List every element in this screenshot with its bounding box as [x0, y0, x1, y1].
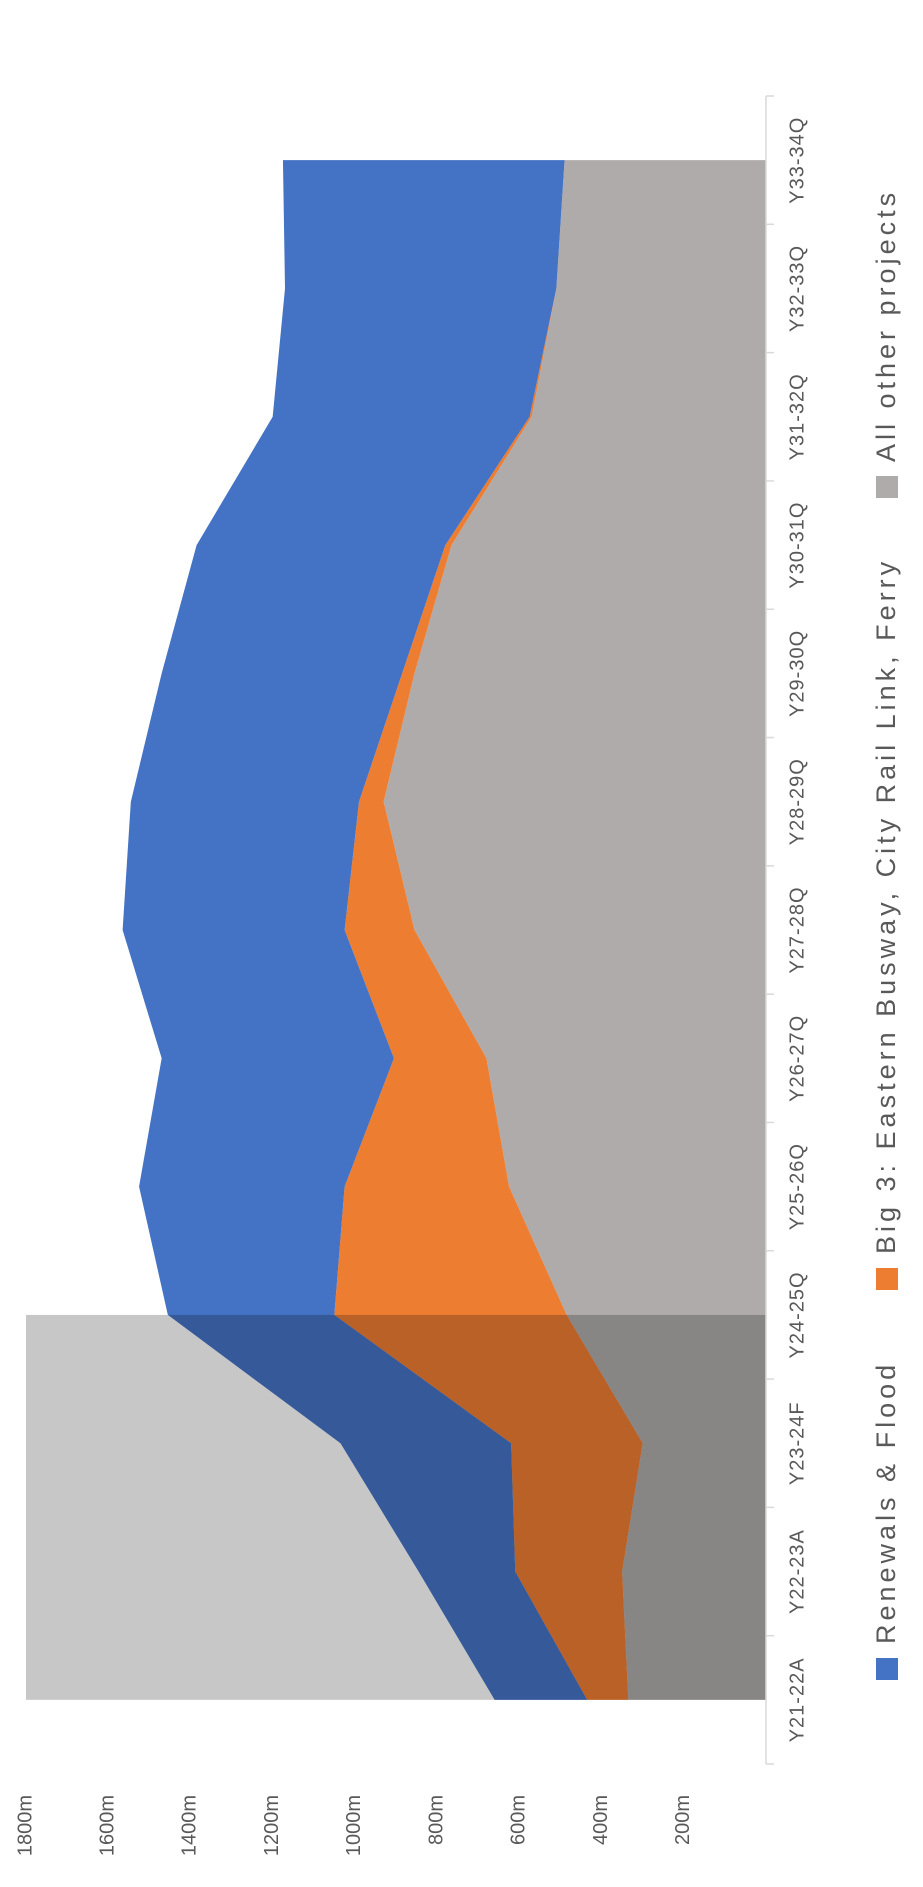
x-tick-label: Y29-30Q [786, 630, 808, 717]
x-tick-label: Y21-22A [786, 1657, 808, 1742]
x-tick-label: Y30-31Q [786, 502, 808, 589]
x-tick-label: Y23-24F [786, 1401, 808, 1485]
y-tick-label: 800m [425, 1795, 447, 1845]
y-tick-label: 1800m [14, 1795, 36, 1856]
legend-marker [876, 476, 898, 498]
y-tick-label: 1000m [343, 1795, 365, 1856]
x-tick-label: Y28-29Q [786, 758, 808, 845]
area [383, 160, 766, 1700]
x-tick-label: Y27-28Q [786, 886, 808, 973]
x-tick-label: Y25-26Q [786, 1143, 808, 1230]
y-tick-label: 1600m [97, 1795, 119, 1856]
x-tick-label: Y32-33Q [786, 245, 808, 332]
area [122, 160, 588, 1700]
actuals-shade [26, 1314, 766, 1700]
x-tick-label: Y26-27Q [786, 1015, 808, 1102]
y-tick-label: 600m [508, 1795, 530, 1845]
rotated-chart: Y21-22A Y22-23A Y23-24F Y24-25Q Y25-26Q Y26-2… [14, 95, 901, 1856]
legend-label: Big 3: Eastern Busway, City Rail Link, F… [871, 558, 901, 1254]
x-tick-label: Y24-25Q [786, 1271, 808, 1358]
legend-marker [876, 1268, 898, 1290]
area [334, 160, 643, 1700]
legend-label: Renewals & Flood [871, 1361, 901, 1644]
x-tick-label: Y22-23A [786, 1529, 808, 1614]
y-tick-label: 1200m [261, 1795, 283, 1856]
legend-marker [876, 1658, 898, 1680]
y-tick-label: 400m [590, 1795, 612, 1845]
y-tick-label: 1400m [179, 1795, 201, 1856]
y-tick-label: 200m [672, 1795, 694, 1845]
x-tick-label: Y33-34Q [786, 117, 808, 204]
x-tick-label: Y31-32Q [786, 373, 808, 460]
legend-label: All other projects [871, 189, 901, 462]
